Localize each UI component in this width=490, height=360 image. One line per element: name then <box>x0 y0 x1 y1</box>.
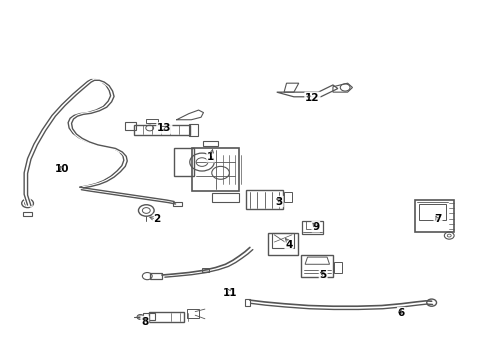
Bar <box>173 202 182 206</box>
Bar <box>189 123 198 136</box>
Bar <box>202 267 209 272</box>
Bar <box>334 262 342 273</box>
Bar <box>187 309 199 318</box>
Bar <box>203 141 218 146</box>
Bar <box>301 255 333 277</box>
Bar <box>23 212 32 216</box>
Bar <box>284 192 292 202</box>
Text: 9: 9 <box>312 222 319 231</box>
Bar <box>306 221 319 229</box>
Text: 4: 4 <box>285 239 293 249</box>
Text: 11: 11 <box>223 288 238 298</box>
Text: 1: 1 <box>207 152 215 162</box>
Bar <box>269 233 298 255</box>
Text: 5: 5 <box>319 270 327 280</box>
Text: 2: 2 <box>153 215 161 224</box>
Bar <box>174 148 194 176</box>
Text: 8: 8 <box>141 317 148 327</box>
Bar <box>149 312 184 322</box>
Bar <box>134 125 190 135</box>
Bar <box>272 233 294 248</box>
Circle shape <box>137 315 144 319</box>
Text: 7: 7 <box>434 215 441 224</box>
Bar <box>125 122 136 130</box>
Bar <box>150 273 162 279</box>
Text: 6: 6 <box>398 308 405 318</box>
Text: 12: 12 <box>305 93 319 103</box>
Bar <box>143 313 155 320</box>
Bar <box>245 300 250 306</box>
Bar <box>146 119 158 123</box>
Bar <box>302 221 323 234</box>
Text: 3: 3 <box>275 197 283 207</box>
Bar <box>418 204 445 220</box>
Bar <box>246 190 283 209</box>
Text: 13: 13 <box>157 123 171 133</box>
Bar <box>212 193 239 202</box>
Bar <box>193 148 239 191</box>
Bar <box>415 200 454 232</box>
Text: 10: 10 <box>54 164 69 174</box>
